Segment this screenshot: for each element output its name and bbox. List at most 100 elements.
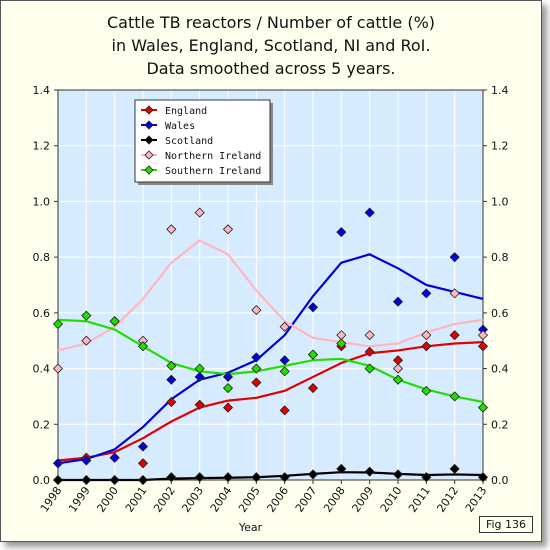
data-point-wales (194, 371, 205, 382)
x-axis-label: Year (238, 521, 263, 534)
data-point-england (449, 330, 460, 341)
series-line-northern-ireland (57, 239, 484, 352)
x-tick-label: 2009 (349, 484, 376, 514)
data-point-wales (279, 355, 290, 366)
y-tick-label-right: 1.2 (491, 140, 509, 153)
legend-label-scotland: Scotland (165, 136, 213, 147)
data-point-northern-ireland (251, 305, 262, 316)
x-tick-label: 1999 (66, 484, 93, 514)
data-point-scotland (166, 472, 177, 483)
data-point-scotland (364, 466, 375, 477)
series-line-scotland (58, 471, 484, 482)
data-point-wales (449, 252, 460, 263)
y-tick-label-left: 1.2 (33, 140, 51, 153)
x-tick-label: 2008 (321, 484, 348, 514)
data-point-england (307, 383, 319, 394)
data-point-wales (364, 207, 375, 218)
y-tick-label-left: 0.6 (33, 307, 51, 320)
data-point-scotland (421, 472, 432, 483)
data-point-northern-ireland (392, 363, 404, 374)
data-point-southern-ireland (307, 349, 319, 360)
data-point-wales (251, 352, 262, 363)
legend-marker-wales (144, 120, 154, 130)
legend-label-wales: Wales (165, 121, 195, 132)
x-tick-label: 2002 (151, 484, 178, 514)
data-point-northern-ireland (449, 288, 460, 299)
y-tick-label-left: 1.0 (33, 195, 51, 208)
legend-marker-england (144, 105, 154, 115)
data-point-wales (421, 288, 432, 299)
data-point-southern-ireland (222, 383, 234, 394)
data-point-wales (109, 452, 120, 463)
data-point-scotland (109, 474, 120, 486)
x-tick-label: 2005 (236, 484, 263, 514)
data-point-scotland (477, 472, 489, 483)
plot-border (57, 89, 484, 481)
y-tick-label-right: 0.8 (491, 251, 509, 264)
chart-title-line-3: Data smoothed across 5 years. (146, 59, 396, 78)
data-point-southern-ireland (279, 366, 290, 377)
y-tick-label-left: 0.2 (33, 418, 51, 431)
x-tick-label: 2001 (123, 484, 150, 514)
x-tick-label: 2003 (179, 484, 206, 514)
y-tick-label-right: 0.0 (491, 474, 509, 487)
data-point-wales (392, 296, 404, 307)
data-point-england (222, 402, 234, 413)
data-point-england (421, 341, 432, 352)
chart-title-line-1: Cattle TB reactors / Number of cattle (%… (106, 13, 436, 32)
x-tick-label: 2010 (378, 484, 405, 514)
data-point-southern-ireland (109, 316, 120, 327)
data-point-england (251, 377, 262, 388)
data-point-wales (81, 455, 92, 466)
data-point-wales (307, 302, 319, 313)
x-tick-label: 2000 (94, 484, 121, 514)
legend-marker-southern-ireland (144, 165, 154, 175)
series-line-wales (57, 253, 484, 465)
data-point-northern-ireland (166, 224, 177, 235)
y-tick-label-left: 0.8 (33, 251, 51, 264)
series-line-southern-ireland (57, 318, 484, 404)
data-point-wales (166, 374, 177, 385)
data-point-wales (137, 441, 149, 452)
x-tick-label: 2006 (264, 484, 291, 514)
data-point-scotland (392, 469, 404, 480)
data-point-southern-ireland (166, 360, 177, 371)
data-point-scotland (52, 474, 64, 486)
data-point-wales (336, 227, 347, 238)
data-point-england (166, 396, 177, 408)
data-point-england (194, 399, 205, 410)
x-tick-label: 1998 (38, 484, 65, 514)
y-tick-label-right: 0.6 (491, 307, 509, 320)
legend-marker-scotland (144, 135, 154, 145)
data-point-northern-ireland (421, 330, 432, 341)
data-point-scotland (81, 474, 92, 486)
data-point-northern-ireland (81, 335, 92, 346)
data-point-scotland (222, 472, 234, 483)
data-point-wales (52, 458, 64, 469)
data-point-southern-ireland (364, 363, 375, 374)
data-point-wales (222, 371, 234, 382)
data-point-southern-ireland (52, 318, 64, 330)
legend-label-england: England (165, 106, 207, 117)
y-tick-label-right: 0.2 (491, 418, 509, 431)
data-point-scotland (194, 472, 205, 483)
data-point-northern-ireland (279, 321, 290, 332)
data-point-scotland (279, 472, 290, 483)
data-point-scotland (251, 472, 262, 483)
x-tick-label: 2012 (434, 484, 461, 514)
data-point-southern-ireland (194, 363, 205, 374)
data-point-southern-ireland (477, 402, 489, 413)
y-tick-label-right: 0.4 (491, 363, 509, 376)
x-tick-label: 2013 (463, 484, 490, 514)
data-point-england (279, 405, 290, 416)
figure-label: Fig 136 (478, 516, 533, 533)
x-tick-label: 2007 (293, 484, 320, 514)
y-tick-label-left: 1.4 (33, 84, 51, 97)
data-point-scotland (336, 463, 347, 474)
y-tick-label-right: 1.4 (491, 84, 509, 97)
data-point-northern-ireland (477, 330, 489, 341)
data-point-southern-ireland (392, 374, 404, 385)
legend-box (134, 99, 271, 183)
data-point-southern-ireland (81, 310, 92, 321)
